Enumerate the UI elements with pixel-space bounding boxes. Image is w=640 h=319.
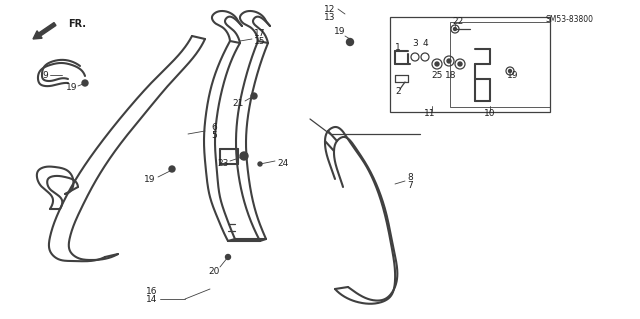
Circle shape	[454, 27, 456, 31]
FancyArrow shape	[33, 23, 56, 39]
Bar	[390, 17, 550, 112]
Circle shape	[169, 166, 175, 172]
Circle shape	[458, 62, 462, 66]
Text: 19: 19	[144, 175, 156, 184]
Text: 19: 19	[67, 83, 77, 92]
Circle shape	[240, 152, 248, 160]
Text: 14: 14	[147, 294, 157, 303]
Text: 19: 19	[334, 27, 346, 36]
Text: 11: 11	[424, 109, 436, 118]
Text: 9: 9	[42, 70, 48, 79]
Text: 3: 3	[412, 40, 418, 48]
Bar	[450, 22, 550, 107]
Text: 17: 17	[254, 28, 266, 38]
Text: 2: 2	[395, 86, 401, 95]
Text: 24: 24	[277, 160, 289, 168]
Text: 10: 10	[484, 109, 496, 118]
Text: 13: 13	[324, 12, 336, 21]
Text: FR.: FR.	[68, 19, 86, 29]
Text: 6: 6	[211, 123, 217, 132]
Text: 5: 5	[211, 131, 217, 140]
Circle shape	[82, 80, 88, 86]
Text: 22: 22	[452, 17, 463, 26]
Text: 1: 1	[395, 42, 401, 51]
Circle shape	[346, 39, 353, 46]
Circle shape	[225, 255, 230, 259]
Circle shape	[258, 162, 262, 166]
Text: 19: 19	[508, 71, 519, 80]
Text: 8: 8	[407, 174, 413, 182]
Circle shape	[251, 93, 257, 99]
Text: 4: 4	[422, 40, 428, 48]
Text: 20: 20	[208, 266, 220, 276]
Text: 18: 18	[445, 71, 457, 80]
Circle shape	[509, 70, 511, 72]
Text: 25: 25	[431, 71, 443, 80]
Text: 21: 21	[232, 100, 244, 108]
Circle shape	[447, 59, 451, 63]
Text: 23: 23	[218, 160, 228, 168]
Text: 15: 15	[254, 36, 266, 46]
Text: 16: 16	[147, 286, 157, 295]
Text: 7: 7	[407, 182, 413, 190]
Text: 12: 12	[324, 4, 336, 13]
Circle shape	[435, 62, 439, 66]
Text: SM53-83800: SM53-83800	[546, 14, 594, 24]
